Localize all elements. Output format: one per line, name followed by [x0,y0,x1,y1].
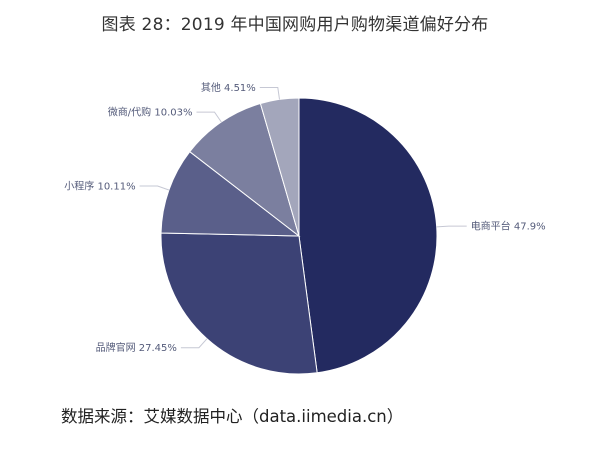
pie-slices [160,97,438,375]
leader-line-3 [139,185,170,191]
chart-title: 图表 28：2019 年中国网购用户购物渠道偏好分布 [101,15,489,35]
slice-labels: 电商平台 47.9% 品牌官网 27.45% 小程序 10.11% 微商/代购 10.… [64,81,545,354]
data-source-note: 数据来源：艾媒数据中心（data.iimedia.cn） [61,407,404,426]
leader-line-1 [436,225,467,228]
pie-slice-1 [298,97,438,374]
slice-label-4: 微商/代购 10.03% [108,106,193,119]
leader-line-2 [180,338,208,349]
leader-line-5 [259,87,280,100]
pie-slice-4 [189,102,300,238]
leader-lines [139,87,467,349]
slice-label-5: 其他 4.51% [201,81,256,94]
pie-slice-3 [160,150,301,237]
slice-label-1: 电商平台 47.9% [471,220,546,233]
pie-slice-2 [160,232,318,375]
slice-label-2: 品牌官网 27.45% [96,341,177,354]
slice-label-3: 小程序 10.11% [64,180,135,193]
leader-line-4 [196,111,222,123]
